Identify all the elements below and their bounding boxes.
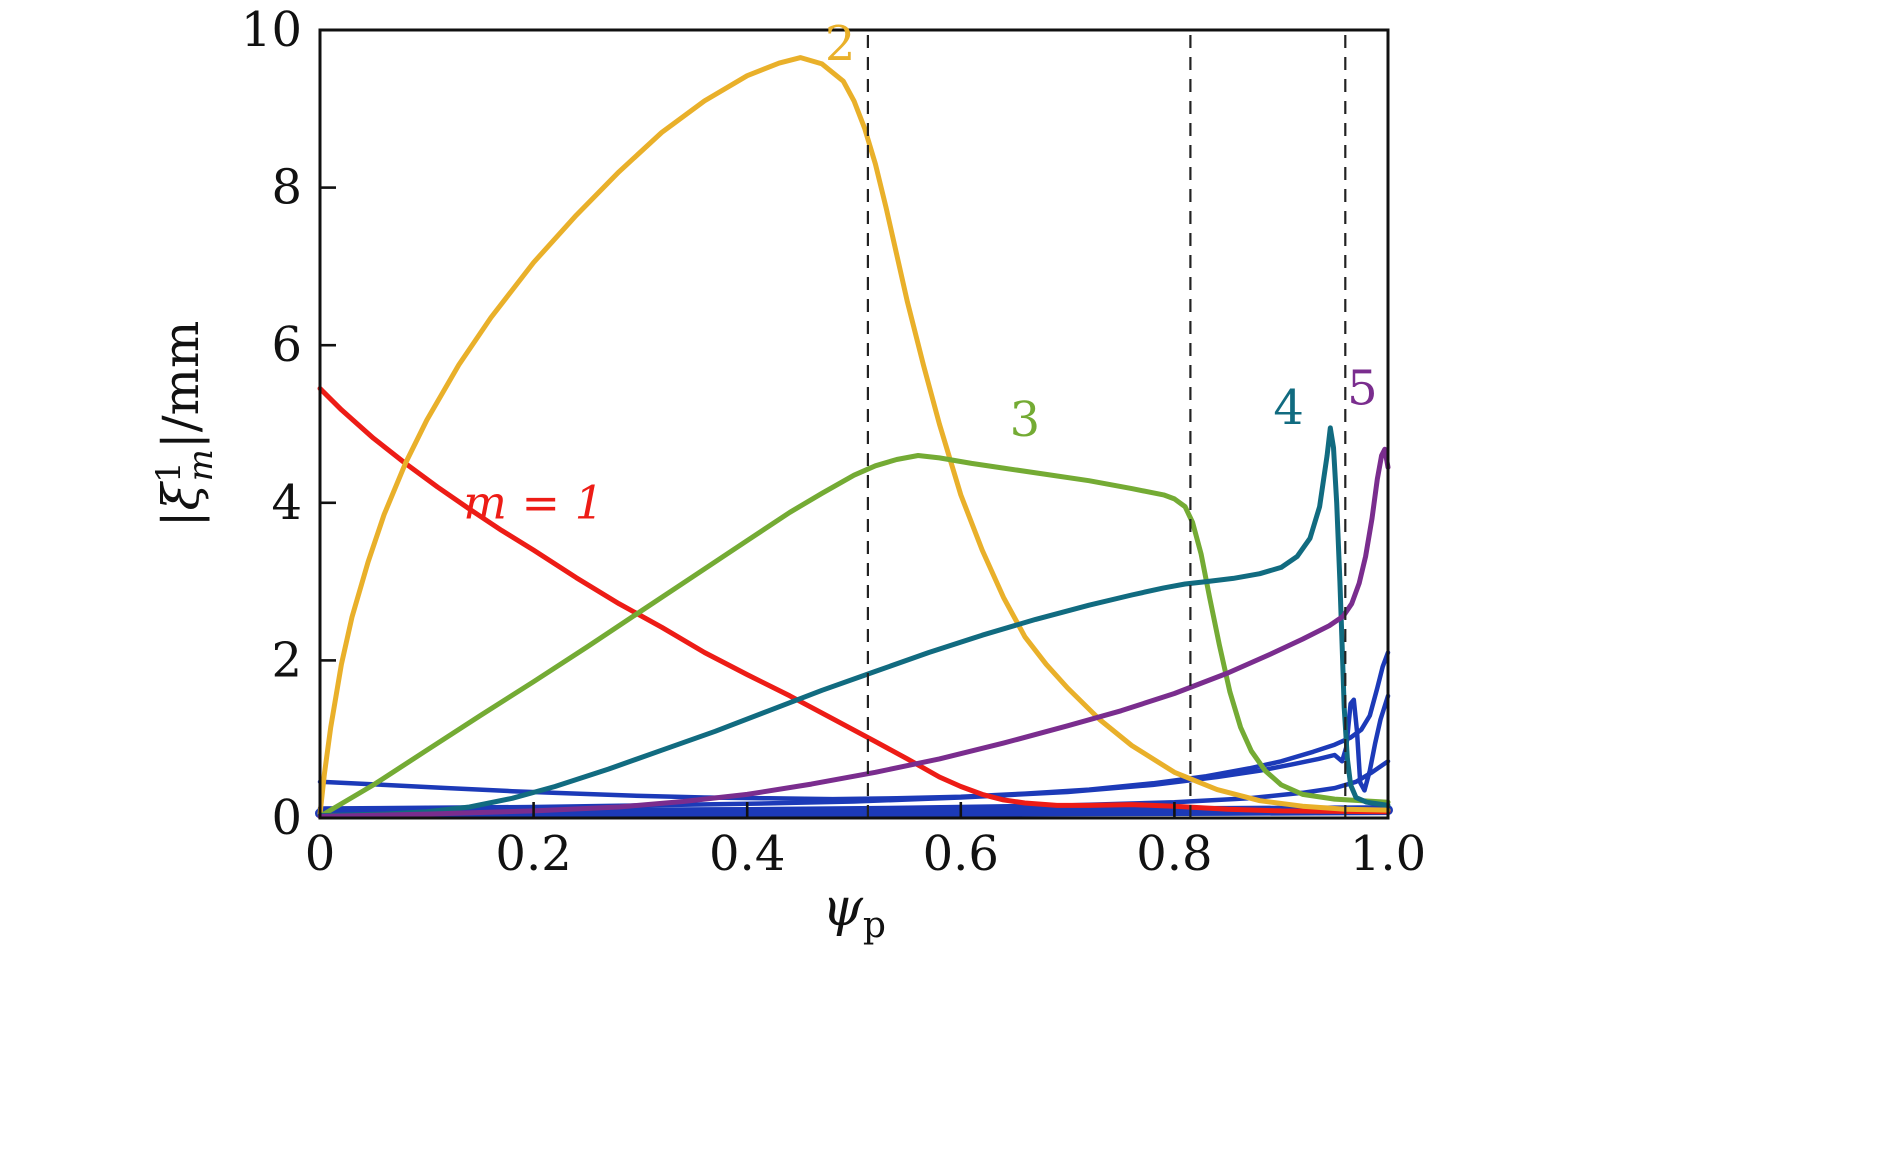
annotation-group: m = 1 2 3 4 5 [463,16,1377,530]
y-tick-label: 8 [271,160,302,216]
x-tick-label: 0.6 [923,826,999,882]
series-line-m=6 [317,650,1391,802]
curve-label-3: 3 [1010,392,1041,448]
series-line-m=2 [317,55,1391,817]
x-tick-label: 1.0 [1350,826,1426,882]
y-tick-label: 2 [271,632,302,688]
x-axis-label: ψp [822,878,886,946]
curve-label-5: 5 [1347,360,1378,416]
plot-box [318,28,1390,820]
x-axis: 0 0.2 0.4 0.6 0.8 1.0 [305,802,1426,882]
series-line-m=5 [317,446,1391,819]
y-axis: 0 2 4 6 8 10 [241,2,336,846]
x-tick-label: 0 [305,826,336,882]
y-axis-label: |ξ1m|/mm [149,321,221,528]
curve-label-2: 2 [825,16,856,72]
curve-label-4: 4 [1273,380,1304,436]
series-line-m=4 [317,425,1391,819]
x-tick-label: 0.2 [495,826,571,882]
series-line-m=1 [317,386,1391,815]
series-group [315,55,1393,819]
x-tick-label: 0.4 [709,826,785,882]
x-tick-label: 0.8 [1136,826,1212,882]
y-tick-label: 0 [271,790,302,846]
curve-label-m=1: m = 1 [463,476,604,530]
y-tick-label: 6 [271,317,302,373]
y-tick-label: 4 [271,475,302,531]
series-line-m=3 [317,453,1391,819]
y-tick-label: 10 [241,2,302,58]
